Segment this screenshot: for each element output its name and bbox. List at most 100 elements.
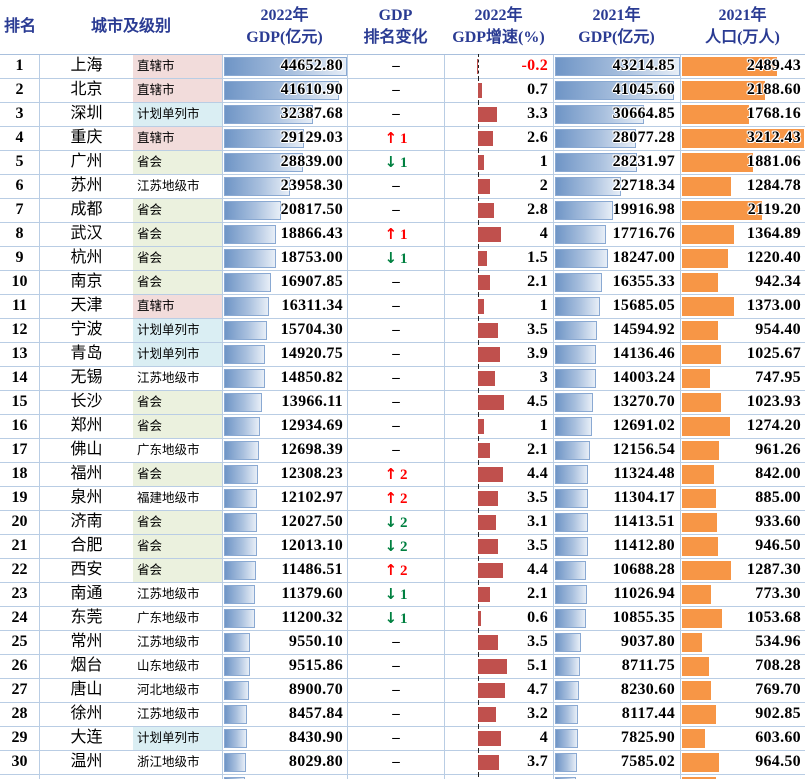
rank-change-value: 1 xyxy=(400,155,408,171)
gdp-2021-cell: 8117.44 xyxy=(553,703,680,726)
population-bar xyxy=(682,657,709,676)
gdp-growth-cell: 2.1 xyxy=(444,438,553,463)
rank-change-value: 1 xyxy=(400,611,408,627)
gdp-2022-value: 12934.69 xyxy=(280,417,343,434)
population-value: 2489.43 xyxy=(746,57,801,74)
gdp-2021-cell: 11412.80 xyxy=(553,535,680,558)
growth-bar xyxy=(478,707,497,722)
gdp-2021-bar xyxy=(555,57,680,76)
growth-value: 3.7 xyxy=(527,753,548,770)
population-value: 885.00 xyxy=(755,489,801,506)
gdp-2022-bar xyxy=(224,585,256,604)
rank-cell: 17 xyxy=(0,439,40,462)
header-rank: 排名 xyxy=(0,0,40,54)
population-bar xyxy=(682,753,719,772)
gdp-2021-bar xyxy=(555,681,579,700)
gdp-growth-cell: 4.4 xyxy=(444,462,553,487)
gdp-growth-cell: 1.5 xyxy=(444,246,553,271)
growth-bar xyxy=(478,299,484,314)
category-cell: 省会 xyxy=(133,247,222,270)
category-cell: 省会 xyxy=(133,199,222,222)
gdp-2021-bar xyxy=(555,465,588,484)
city-cell: 唐山 xyxy=(70,681,103,698)
growth-value: 1 xyxy=(539,153,548,170)
population-bar xyxy=(682,201,763,220)
gdp-2021-value: 10688.28 xyxy=(612,561,675,578)
gdp-2021-cell: 16355.33 xyxy=(553,271,680,294)
no-change-dash: – xyxy=(392,298,400,314)
population-bar xyxy=(682,705,717,724)
no-change-dash: – xyxy=(392,322,400,338)
gdp-2021-value: 14594.92 xyxy=(612,321,675,338)
header-city-category: 城市及级别 xyxy=(40,0,222,54)
rank-change-value: 1 xyxy=(400,227,408,243)
growth-value: 2.1 xyxy=(527,273,548,290)
gdp-2022-value: 11486.51 xyxy=(281,561,343,578)
city-cell: 北京 xyxy=(70,81,103,98)
no-change-dash: – xyxy=(392,682,400,698)
rank-change-value: 2 xyxy=(400,539,408,555)
gdp-growth-cell: 0.6 xyxy=(444,606,553,631)
gdp-2022-cell: 8457.84 xyxy=(222,703,347,726)
no-change-dash: – xyxy=(392,346,400,362)
rank-cell: 14 xyxy=(0,367,40,390)
gdp-growth-cell: 4.5 xyxy=(444,390,553,415)
gdp-2022-bar xyxy=(224,369,265,388)
up-arrow-icon: ↑ xyxy=(384,561,398,579)
header-rank-label: 排名 xyxy=(3,18,36,36)
rank-change-cell: ↑ 1 xyxy=(347,223,444,246)
gdp-2021-cell: 10688.28 xyxy=(553,559,680,582)
gdp-2021-value: 11324.48 xyxy=(613,465,675,482)
gdp-growth-cell: 3.5 xyxy=(444,318,553,343)
rank-cell: 24 xyxy=(0,607,40,630)
gdp-2021-value: 15685.05 xyxy=(612,297,675,314)
gdp-growth-cell: 3.7 xyxy=(444,750,553,775)
no-change-dash: – xyxy=(392,58,400,74)
population-bar xyxy=(682,609,723,628)
growth-bar xyxy=(478,611,482,626)
population-bar xyxy=(682,57,777,76)
down-arrow-icon: ↓ xyxy=(384,153,398,171)
table-row: 24 东莞 广东地级市 11200.32 ↓ 1 0.6 10855.35 105… xyxy=(0,606,805,631)
growth-bar xyxy=(478,179,490,194)
rank-change-cell: – xyxy=(347,319,444,342)
city-cell: 东莞 xyxy=(70,609,103,626)
population-bar xyxy=(682,585,712,604)
gdp-2022-value: 8900.70 xyxy=(288,681,343,698)
gdp-2021-cell: 12156.54 xyxy=(553,439,680,462)
population-value: 2119.20 xyxy=(747,201,801,218)
rank-cell: 6 xyxy=(0,175,40,198)
growth-value: 2.6 xyxy=(527,129,548,146)
city-cell: 上海 xyxy=(70,57,103,74)
up-arrow-icon: ↑ xyxy=(384,489,398,507)
gdp-2022-cell: 29129.03 xyxy=(222,127,347,150)
growth-value: 3 xyxy=(539,369,548,386)
growth-value: 3.5 xyxy=(527,321,548,338)
population-bar xyxy=(682,177,731,196)
rank-cell: 3 xyxy=(0,103,40,126)
rank-cell: 26 xyxy=(0,655,40,678)
population-bar xyxy=(682,225,734,244)
city-cell: 成都 xyxy=(70,201,103,218)
gdp-2022-bar xyxy=(224,321,268,340)
gdp-2022-cell: 20817.50 xyxy=(222,199,347,222)
gdp-2022-bar xyxy=(224,225,276,244)
gdp-2021-value: 30664.85 xyxy=(612,105,675,122)
gdp-2021-bar xyxy=(555,369,596,388)
population-2021-cell: 1274.20 xyxy=(680,415,805,438)
rank-cell: 7 xyxy=(0,199,40,222)
table-row: 28 徐州 江苏地级市 8457.84 – 3.2 8117.44 902.85 xyxy=(0,702,805,727)
category-cell: 省会 xyxy=(133,535,222,558)
city-cell: 泉州 xyxy=(70,489,103,506)
city-cell: 合肥 xyxy=(70,537,103,554)
population-bar xyxy=(682,777,716,779)
category-cell: 计划单列市 xyxy=(133,343,222,366)
gdp-2021-bar xyxy=(555,777,576,779)
gdp-2021-cell: 7585.02 xyxy=(553,751,680,774)
population-bar xyxy=(682,465,714,484)
rank-change-cell: ↑ 2 xyxy=(347,487,444,510)
rank-change-cell: – xyxy=(347,343,444,366)
growth-bar xyxy=(478,755,500,770)
gdp-2022-value: 41610.90 xyxy=(280,81,343,98)
category-cell: 计划单列市 xyxy=(133,727,222,750)
